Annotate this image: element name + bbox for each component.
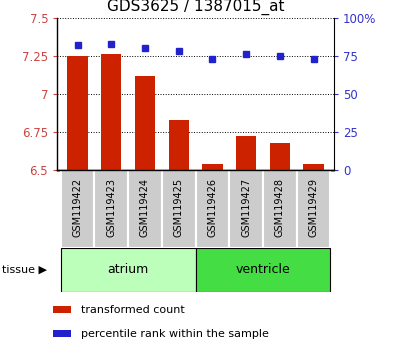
Text: GSM119427: GSM119427	[241, 178, 251, 237]
Text: GSM119423: GSM119423	[106, 178, 116, 237]
Title: GDS3625 / 1387015_at: GDS3625 / 1387015_at	[107, 0, 284, 15]
Bar	[135, 75, 155, 170]
Text: transformed count: transformed count	[81, 304, 185, 315]
Bar	[53, 306, 71, 313]
Text: ventricle: ventricle	[235, 263, 290, 276]
Bar	[202, 164, 222, 170]
Bar	[94, 170, 128, 248]
Bar	[61, 248, 196, 292]
Bar	[68, 56, 88, 170]
Bar	[270, 143, 290, 170]
Text: GSM119425: GSM119425	[174, 178, 184, 237]
Text: GSM119426: GSM119426	[207, 178, 217, 237]
Bar	[196, 170, 229, 248]
Text: atrium: atrium	[107, 263, 149, 276]
Bar	[229, 170, 263, 248]
Text: GSM119424: GSM119424	[140, 178, 150, 237]
Text: percentile rank within the sample: percentile rank within the sample	[81, 329, 269, 339]
Bar	[162, 170, 196, 248]
Text: GSM119428: GSM119428	[275, 178, 285, 237]
Bar	[53, 331, 71, 337]
Bar	[297, 170, 330, 248]
Bar	[236, 136, 256, 170]
Text: GSM119422: GSM119422	[73, 178, 83, 237]
Bar	[196, 248, 330, 292]
Bar	[61, 170, 94, 248]
Bar	[303, 164, 324, 170]
Bar	[169, 120, 189, 170]
Bar	[101, 54, 121, 170]
Text: GSM119429: GSM119429	[308, 178, 318, 237]
Bar	[263, 170, 297, 248]
Text: tissue ▶: tissue ▶	[2, 265, 47, 275]
Bar	[128, 170, 162, 248]
